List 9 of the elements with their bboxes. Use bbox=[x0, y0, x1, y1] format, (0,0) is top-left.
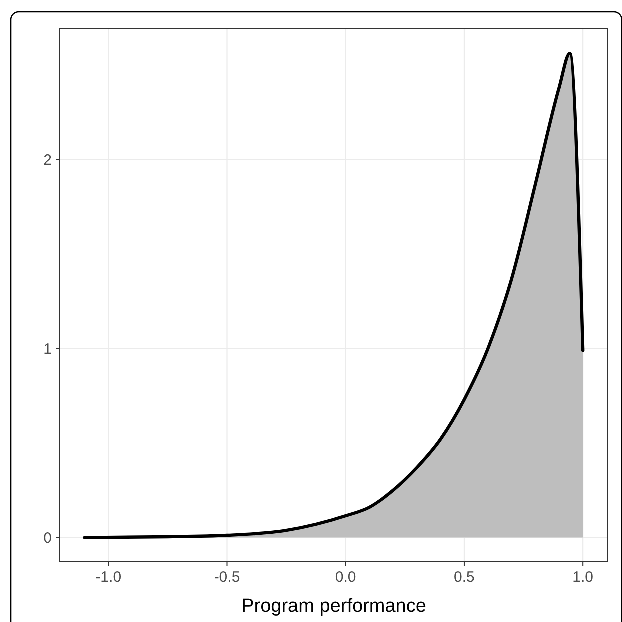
x-tick-label: 0.0 bbox=[335, 569, 356, 586]
y-tick-label: 2 bbox=[44, 152, 52, 169]
x-tick-label: 1.0 bbox=[572, 569, 594, 586]
x-tick-label: -1.0 bbox=[96, 569, 122, 586]
x-axis-title: Program performance bbox=[242, 596, 426, 617]
y-tick-label: 0 bbox=[44, 530, 52, 548]
x-tick-label: -0.5 bbox=[214, 569, 240, 586]
x-tick-label: 0.5 bbox=[454, 569, 475, 586]
y-tick-label: 1 bbox=[44, 340, 52, 358]
